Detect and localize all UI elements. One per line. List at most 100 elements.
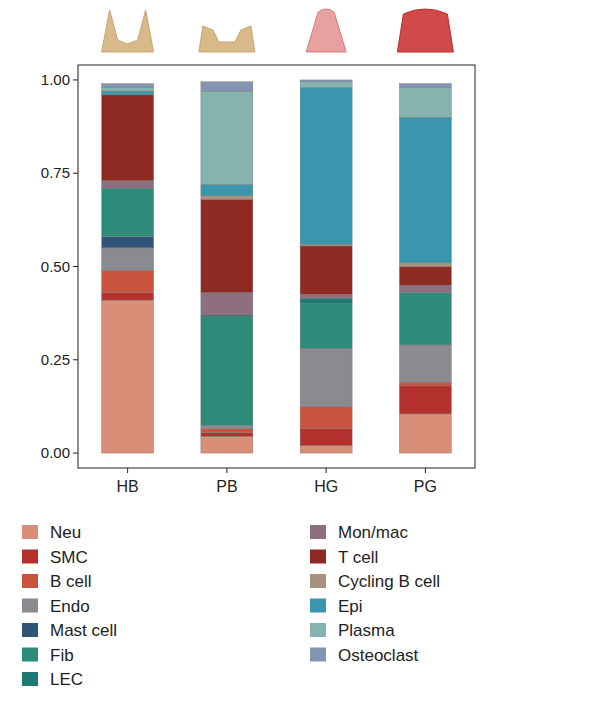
bars — [102, 80, 452, 453]
y-tick-label: 1.00 — [41, 71, 70, 88]
legend-swatch — [22, 574, 38, 588]
bar-segment — [102, 248, 154, 270]
plot-frame — [78, 65, 475, 468]
bar-segment — [201, 433, 253, 437]
legend-swatch — [310, 623, 326, 637]
legend-swatch — [310, 574, 326, 588]
x-tick — [326, 468, 327, 473]
icon — [397, 9, 453, 52]
chart: 0.00 0.25 0.50 0.75 1.00 HB PB HG PG Neu SMC B cell… — [0, 0, 600, 701]
bar-segment — [399, 382, 451, 386]
bar-segment — [399, 414, 451, 453]
legend-swatch — [310, 599, 326, 613]
icon-shape — [397, 9, 453, 52]
bar-segment — [300, 446, 352, 453]
legend-label: Mon/mac — [338, 523, 408, 542]
x-tick — [127, 468, 128, 473]
legend-swatch — [22, 648, 38, 662]
bar-segment — [300, 80, 352, 82]
legend-label: Epi — [338, 597, 363, 616]
bar-segment — [201, 184, 253, 195]
icon — [306, 9, 346, 52]
icon — [199, 26, 255, 52]
bar-segment — [399, 285, 451, 292]
bar-segment — [399, 117, 451, 263]
legend-swatch — [22, 525, 38, 539]
x-tick-label: HB — [117, 478, 139, 495]
bar-segment — [201, 199, 253, 292]
bar-segment — [300, 406, 352, 428]
bar-segment — [399, 87, 451, 117]
legend-label: Endo — [50, 597, 90, 616]
bar-segment — [399, 84, 451, 88]
icon-shape — [102, 10, 154, 52]
bar-segment — [102, 270, 154, 292]
bar-segment — [300, 87, 352, 244]
bar-segment — [201, 82, 253, 91]
bar-segment — [201, 425, 253, 429]
x-tick — [425, 468, 426, 473]
legend-label: LEC — [50, 670, 83, 689]
bar-segment — [201, 293, 253, 315]
y-tick — [73, 359, 78, 360]
x-tick-label: PB — [216, 478, 237, 495]
bar-segment — [300, 298, 352, 304]
bar-segment — [102, 237, 154, 248]
legend-swatch — [310, 525, 326, 539]
x-tick — [226, 468, 227, 473]
bar-segment — [399, 386, 451, 414]
bar-segment — [102, 181, 154, 188]
bar-segment — [399, 267, 451, 286]
legend-label: Mast cell — [50, 621, 117, 640]
bar-segment — [399, 293, 451, 345]
bar-segment — [399, 263, 451, 267]
bar-segment — [300, 82, 352, 88]
bar-segment — [201, 436, 253, 453]
legend-label: T cell — [338, 548, 378, 567]
bar-segment — [399, 345, 451, 382]
bar-segment — [201, 91, 253, 184]
bar-segment — [201, 315, 253, 317]
y-tick — [73, 173, 78, 174]
legend-label: Fib — [50, 646, 74, 665]
y-tick — [73, 453, 78, 454]
legend-label: Osteoclast — [338, 646, 419, 665]
legend-label: Plasma — [338, 621, 395, 640]
bar-segment — [102, 91, 154, 95]
legend-swatch — [22, 599, 38, 613]
icon — [102, 10, 154, 52]
bar-segment — [102, 95, 154, 181]
legend-label: SMC — [50, 548, 88, 567]
y-tick-label: 0.25 — [41, 351, 70, 368]
x-tick-label: HG — [314, 478, 338, 495]
legend-swatch — [22, 623, 38, 637]
y-tick-label: 0.00 — [41, 444, 70, 461]
legend-swatch — [22, 672, 38, 686]
bar-segment — [102, 293, 154, 300]
icon-shape — [199, 26, 255, 52]
y-tick-label: 0.75 — [41, 164, 70, 181]
legend-swatch — [22, 550, 38, 564]
icon-shape — [306, 9, 346, 52]
bar-segment — [300, 294, 352, 298]
legend-label: Neu — [50, 523, 81, 542]
legend: Neu SMC B cell Endo Mast cell Fib LEC Mon/mac T … — [22, 523, 440, 689]
bar-segment — [300, 429, 352, 446]
bar-segment — [201, 429, 253, 433]
bar-segment — [102, 188, 154, 237]
bar-segment — [300, 349, 352, 407]
bar-segment — [102, 87, 154, 91]
bar-segment — [102, 84, 154, 88]
legend-swatch — [310, 648, 326, 662]
legend-swatch — [310, 550, 326, 564]
bar-segment — [300, 244, 352, 246]
bar-segment — [300, 304, 352, 349]
bar-segment — [300, 246, 352, 295]
y-tick — [73, 266, 78, 267]
legend-label: B cell — [50, 572, 92, 591]
y-tick — [73, 79, 78, 80]
bar-segment — [102, 300, 154, 453]
bar-segment — [201, 196, 253, 200]
y-tick-label: 0.50 — [41, 258, 70, 275]
x-tick-label: PG — [414, 478, 437, 495]
